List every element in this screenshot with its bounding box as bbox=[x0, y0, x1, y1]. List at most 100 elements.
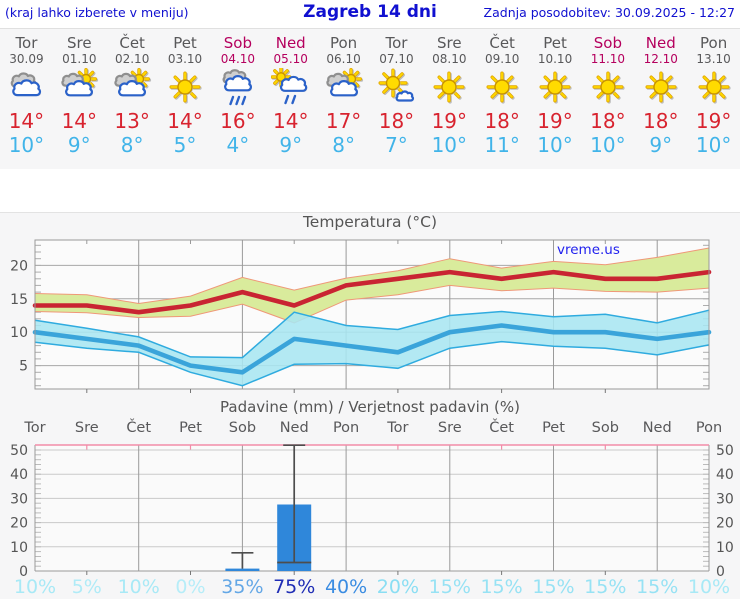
day-date: 08.10 bbox=[432, 52, 467, 66]
day-name: Sre bbox=[437, 34, 462, 52]
day-min-temp: 4° bbox=[226, 133, 250, 157]
day-min-temp: 10° bbox=[431, 133, 468, 157]
day-name: Čet bbox=[119, 34, 145, 52]
precip-day-label: Tor bbox=[24, 420, 46, 436]
day-max-temp: 13° bbox=[114, 109, 150, 133]
day-column-8[interactable]: Tor 07.10 18° 7° bbox=[370, 34, 423, 169]
day-max-temp: 16° bbox=[220, 109, 256, 133]
day-min-temp: 5° bbox=[173, 133, 197, 157]
precip-day-label: Sre bbox=[74, 420, 99, 436]
day-date: 30.09 bbox=[9, 52, 44, 66]
day-icon-wrap bbox=[59, 68, 99, 108]
day-min-temp: 8° bbox=[120, 133, 144, 157]
precip-day-label: Čet bbox=[489, 420, 514, 436]
sun-icon bbox=[539, 71, 572, 104]
precip-probability: 20% bbox=[376, 576, 419, 598]
day-min-temp: 9° bbox=[67, 133, 91, 157]
day-name: Ned bbox=[645, 34, 676, 52]
day-icon-wrap bbox=[482, 68, 522, 108]
precip-probability: 5% bbox=[71, 576, 102, 598]
charts-panel: Temperatura (°C) 5 10 15 20 vreme.us Padavin… bbox=[0, 212, 740, 599]
precip-probability: 75% bbox=[273, 576, 316, 598]
day-column-9[interactable]: Sre 08.10 19° 10° bbox=[423, 34, 476, 169]
svg-text:10: 10 bbox=[10, 325, 28, 341]
day-max-temp: 14° bbox=[167, 109, 203, 133]
day-icon-wrap bbox=[165, 68, 205, 108]
day-column-10[interactable]: Čet 09.10 18° 11° bbox=[476, 34, 529, 169]
sun-small-cloud-icon bbox=[378, 68, 415, 102]
day-name: Sob bbox=[593, 34, 622, 52]
location-menu-hint: (kraj lahko izberete v meniju) bbox=[5, 5, 189, 20]
day-date: 12.10 bbox=[643, 52, 678, 66]
day-column-11[interactable]: Pet 10.10 19° 10° bbox=[529, 34, 582, 169]
day-min-temp: 10° bbox=[537, 133, 573, 157]
day-column-14[interactable]: Pon 13.10 19° 10° bbox=[687, 34, 740, 169]
day-column-13[interactable]: Ned 12.10 18° 9° bbox=[634, 34, 687, 169]
day-min-temp: 7° bbox=[385, 133, 408, 157]
day-max-temp: 14° bbox=[273, 109, 309, 133]
svg-text:0: 0 bbox=[19, 564, 28, 578]
precip-probability: 10% bbox=[687, 576, 731, 598]
day-icon-wrap bbox=[641, 68, 681, 108]
svg-text:10: 10 bbox=[716, 540, 734, 556]
svg-text:50: 50 bbox=[716, 443, 734, 459]
day-column-4[interactable]: Pet 03.10 14° 5° bbox=[159, 34, 212, 169]
precip-day-label: Pon bbox=[695, 420, 723, 436]
day-icon-wrap bbox=[270, 68, 311, 108]
sun-cloud-icon bbox=[325, 68, 363, 97]
precip-day-label: Sob bbox=[591, 420, 619, 436]
day-column-5[interactable]: Sob 04.10 16° 4° bbox=[211, 34, 264, 169]
temperature-chart-title: Temperatura (°C) bbox=[302, 213, 438, 231]
day-max-temp: 14° bbox=[61, 109, 98, 133]
precip-day-label: Čet bbox=[126, 420, 152, 436]
day-name: Tor bbox=[15, 34, 38, 52]
day-date: 13.10 bbox=[696, 52, 731, 66]
precip-day-label: Ned bbox=[279, 420, 309, 436]
day-date: 04.10 bbox=[220, 52, 256, 66]
precip-probability: 40% bbox=[324, 576, 368, 598]
day-column-2[interactable]: Sre 01.10 14° 9° bbox=[53, 34, 106, 169]
watermark-link[interactable]: vreme.us bbox=[557, 242, 620, 258]
sun-icon bbox=[486, 71, 519, 104]
day-max-temp: 19° bbox=[431, 109, 468, 133]
day-min-temp: 9° bbox=[649, 133, 673, 157]
day-name: Pet bbox=[543, 34, 567, 52]
day-name: Pon bbox=[700, 34, 728, 52]
day-icon-wrap bbox=[694, 68, 734, 108]
day-date: 05.10 bbox=[273, 52, 308, 66]
day-max-temp: 18° bbox=[643, 109, 679, 133]
svg-text:20: 20 bbox=[10, 516, 28, 532]
day-name: Sre bbox=[66, 34, 92, 52]
svg-text:50: 50 bbox=[10, 443, 28, 459]
day-column-1[interactable]: Tor 30.09 14° 10° bbox=[0, 34, 53, 169]
day-date: 09.10 bbox=[484, 52, 520, 66]
precip-probability: 35% bbox=[221, 576, 264, 598]
day-date: 02.10 bbox=[114, 52, 150, 66]
day-date: 03.10 bbox=[167, 52, 203, 66]
rain-icon bbox=[222, 69, 252, 106]
day-icon-wrap bbox=[535, 68, 575, 108]
day-max-temp: 19° bbox=[695, 109, 732, 133]
day-min-temp: 9° bbox=[279, 133, 303, 157]
precip-day-label: Sob bbox=[228, 420, 257, 436]
precip-day-label: Tor bbox=[387, 420, 409, 436]
precip-day-label: Pet bbox=[542, 420, 565, 436]
precip-probability: 15% bbox=[428, 576, 471, 598]
precipitation-probability-row: 10% 5% 10% 0% 35% 75% 40% 20% 15% 15% 15% 15% 15% 10% bbox=[0, 576, 740, 600]
sun-cloud-icon bbox=[114, 68, 152, 97]
precip-day-label: Pon bbox=[332, 420, 360, 436]
day-column-12[interactable]: Sob 11.10 18° 10° bbox=[581, 34, 634, 169]
day-column-7[interactable]: Pon 06.10 17° 8° bbox=[317, 34, 370, 169]
day-max-temp: 18° bbox=[590, 109, 626, 133]
day-date: 01.10 bbox=[62, 52, 97, 66]
cloudy-icon bbox=[11, 72, 42, 97]
sun-icon bbox=[169, 71, 202, 104]
day-name: Pon bbox=[329, 34, 358, 52]
day-column-3[interactable]: Čet 02.10 13° 8° bbox=[106, 34, 159, 169]
day-name: Tor bbox=[385, 34, 408, 52]
day-min-temp: 8° bbox=[332, 133, 355, 157]
day-max-temp: 14° bbox=[8, 109, 45, 133]
day-column-6[interactable]: Ned 05.10 14° 9° bbox=[264, 34, 317, 169]
svg-text:20: 20 bbox=[10, 258, 28, 274]
